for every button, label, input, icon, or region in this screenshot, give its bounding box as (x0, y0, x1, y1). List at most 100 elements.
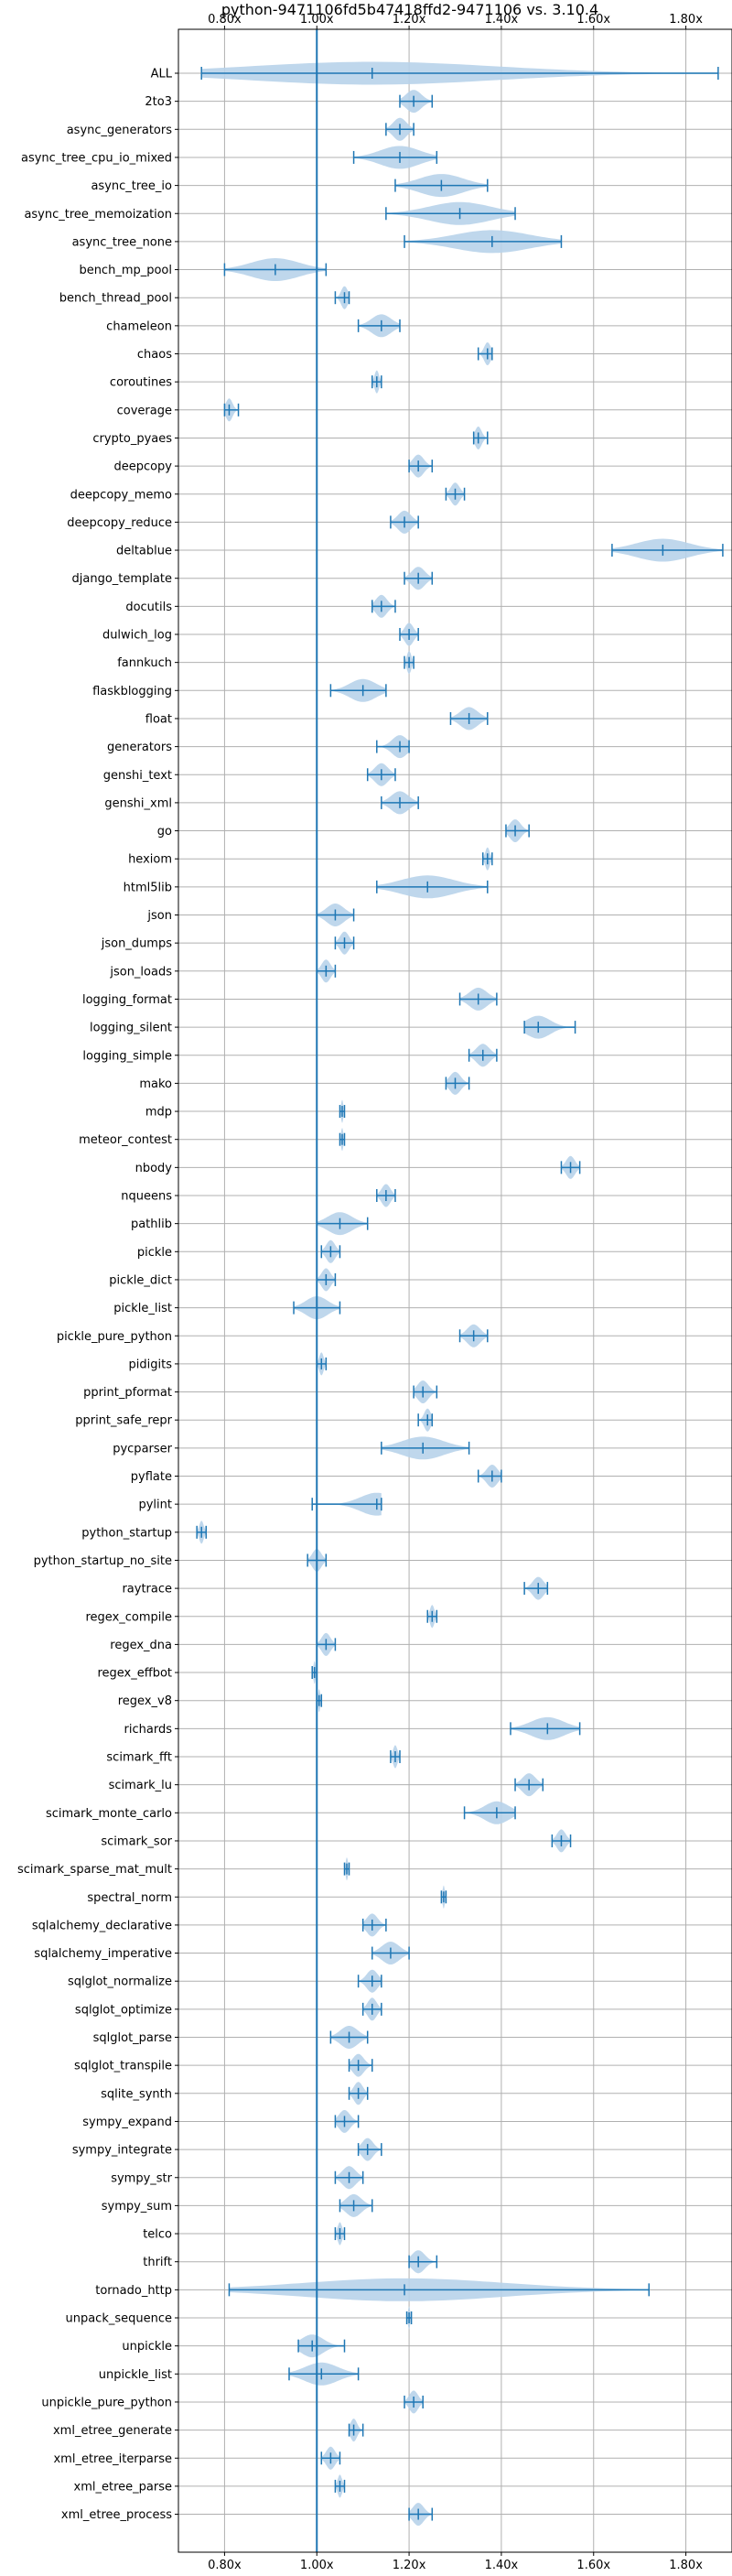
benchmark-label: pickle_list (113, 1302, 172, 1315)
benchmark-label: nqueens (121, 1190, 172, 1204)
benchmark-label: logging_silent (90, 1022, 172, 1035)
benchmark-label: docutils (125, 601, 172, 614)
benchmark-label: bench_mp_pool (79, 264, 172, 277)
benchmark-label: sqlglot_normalize (68, 1975, 172, 1989)
benchmark-label: async_tree_cpu_io_mixed (21, 151, 172, 165)
x-tick-label-top: 1.20x (393, 13, 426, 27)
benchmark-label: json_dumps (101, 937, 172, 951)
benchmark-label: richards (124, 1723, 173, 1737)
benchmark-label: sympy_sum (102, 2200, 172, 2213)
x-tick-label-bottom: 1.40x (485, 2559, 519, 2572)
benchmark-label: pickle_dict (109, 1273, 172, 1287)
chart-title: python-9471106fd5b47418ffd2-9471106 vs. … (221, 1, 598, 18)
benchmark-label: json_loads (109, 965, 172, 979)
benchmark-label: scimark_sor (101, 1835, 172, 1848)
x-tick-label-bottom: 1.00x (300, 2559, 334, 2572)
benchmark-label: html5lib (124, 881, 172, 894)
benchmark-label: generators (107, 741, 172, 754)
x-tick-label-top: 1.40x (485, 13, 519, 27)
benchmark-label: async_tree_memoization (24, 208, 172, 222)
benchmark-label: scimark_fft (106, 1751, 172, 1765)
benchmark-label: regex_effbot (97, 1667, 172, 1681)
benchmark-label: 2to3 (145, 95, 172, 109)
benchmark-label: unpickle (122, 2340, 172, 2354)
benchmark-label: deepcopy (113, 460, 172, 474)
benchmark-label: unpickle_list (99, 2368, 172, 2382)
benchmark-label: bench_thread_pool (59, 292, 172, 306)
benchmark-label: async_tree_io (91, 179, 172, 193)
benchmark-label: python_startup_no_site (34, 1554, 172, 1568)
benchmark-label: flaskblogging (92, 685, 172, 698)
benchmark-label: pickle (137, 1246, 172, 1260)
benchmark-label: json (146, 909, 172, 923)
benchmark-label: coverage (117, 404, 172, 417)
benchmark-label: sqlalchemy_imperative (34, 1947, 172, 1961)
benchmark-label: python_startup (81, 1526, 172, 1540)
benchmark-label: raytrace (122, 1583, 172, 1596)
benchmark-label: scimark_lu (109, 1779, 172, 1792)
benchmark-label: sympy_str (111, 2171, 172, 2185)
benchmark-label: regex_v8 (118, 1694, 172, 1708)
x-tick-label-top: 0.80x (208, 13, 242, 27)
benchmark-label: tornado_http (95, 2284, 172, 2298)
benchmark-label: hexiom (128, 853, 172, 867)
benchmark-label: crypto_pyaes (92, 432, 172, 446)
benchmark-label: pidigits (129, 1358, 173, 1371)
benchmark-label: logging_simple (82, 1049, 172, 1063)
benchmark-label: pyflate (131, 1470, 172, 1484)
benchmark-label: xml_etree_iterparse (53, 2452, 172, 2466)
x-tick-label-top: 1.80x (669, 13, 703, 27)
benchmark-label: xml_etree_generate (53, 2424, 172, 2438)
benchmark-label: logging_format (82, 993, 172, 1007)
benchmark-label: chameleon (106, 319, 172, 333)
benchmark-label: fannkuch (117, 656, 172, 670)
benchmark-label: regex_compile (85, 1610, 172, 1624)
benchmark-label: regex_dna (110, 1639, 172, 1652)
plot-frame (178, 28, 732, 2553)
benchmark-label: xml_etree_process (61, 2508, 172, 2522)
x-tick-label-bottom: 1.20x (393, 2559, 426, 2572)
benchmark-label: deepcopy_memo (70, 488, 172, 502)
benchmark-label: sympy_expand (82, 2116, 172, 2129)
axis-layer: 0.80x 0.80x 1.00x 1.00x 1.20x 1.20x 1.40x 1.40x… (17, 13, 703, 2572)
benchmark-label: sqlglot_parse (93, 2031, 172, 2045)
benchmark-label: dulwich_log (102, 629, 172, 643)
x-tick-label-bottom: 1.80x (669, 2559, 703, 2572)
benchmark-label: thrift (143, 2256, 172, 2269)
benchmark-label: pprint_safe_repr (75, 1414, 172, 1428)
benchmark-label: sqlglot_transpile (74, 2060, 172, 2073)
benchmark-label: pycparser (113, 1442, 172, 1456)
benchmark-label: genshi_xml (104, 796, 172, 810)
benchmark-label: sympy_integrate (72, 2144, 172, 2158)
benchmark-label: async_generators (67, 124, 173, 137)
benchmark-label: xml_etree_parse (74, 2480, 172, 2494)
x-tick-label-bottom: 0.80x (208, 2559, 242, 2572)
benchmark-label: mdp (145, 1106, 172, 1120)
benchmark-label: genshi_text (103, 769, 172, 783)
benchmark-label: unpickle_pure_python (41, 2396, 172, 2409)
benchmark-label: telco (143, 2228, 172, 2242)
benchmark-label: unpack_sequence (65, 2312, 172, 2326)
benchmark-label: chaos (137, 348, 172, 362)
x-tick-label-bottom: 1.60x (576, 2559, 610, 2572)
benchmark-label: go (157, 825, 172, 839)
benchmark-label: sqlglot_optimize (75, 2003, 172, 2017)
benchmark-label: async_tree_none (72, 235, 172, 249)
benchmark-label: sqlite_synth (101, 2087, 172, 2101)
benchmark-label: mako (139, 1077, 172, 1091)
benchmark-label: sqlalchemy_declarative (32, 1919, 172, 1932)
benchmark-label: ALL (151, 68, 173, 81)
x-tick-label-top: 1.00x (300, 13, 334, 27)
benchmark-label: pylint (138, 1499, 172, 1512)
x-tick-label-top: 1.60x (576, 13, 610, 27)
benchmark-label: deepcopy_reduce (67, 516, 172, 530)
benchmark-label: coroutines (110, 376, 172, 390)
benchmark-label: pickle_pure_python (57, 1330, 172, 1344)
benchmark-label: pathlib (131, 1218, 172, 1231)
range-bar-layer (196, 67, 724, 2521)
benchmark-label: scimark_monte_carlo (46, 1807, 172, 1821)
benchmark-label: meteor_contest (79, 1133, 172, 1147)
benchmark-label: django_template (72, 572, 172, 586)
